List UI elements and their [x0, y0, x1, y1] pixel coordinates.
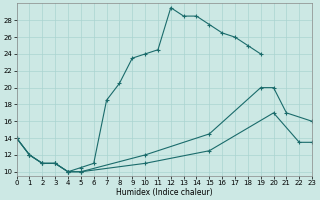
- X-axis label: Humidex (Indice chaleur): Humidex (Indice chaleur): [116, 188, 213, 197]
